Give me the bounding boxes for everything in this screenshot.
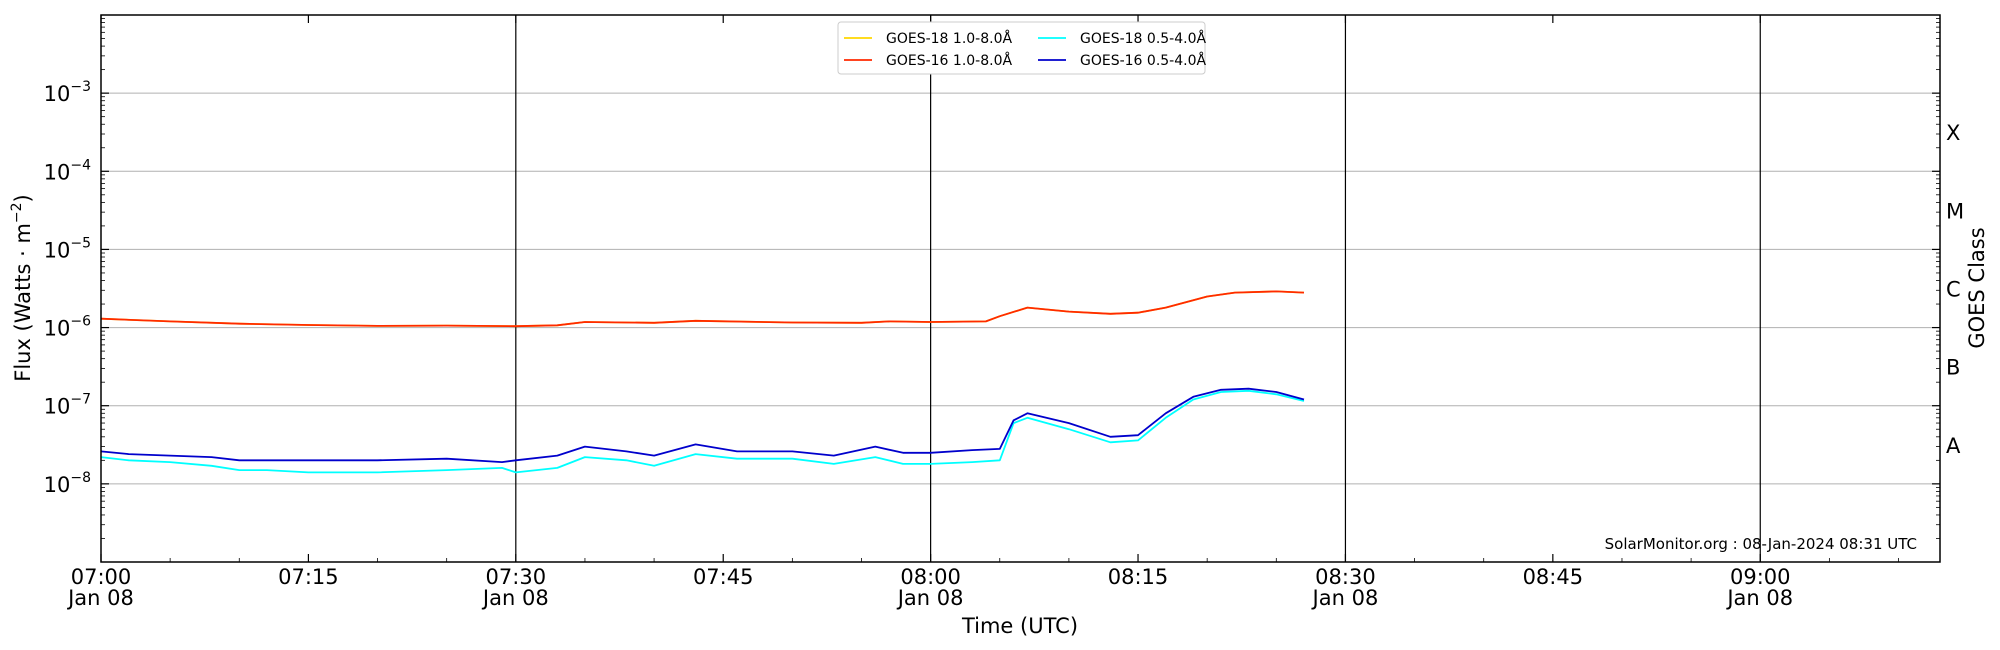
x-tick-label: 08:00 xyxy=(900,565,961,589)
goes-class-label: C xyxy=(1946,278,1961,302)
x-axis-title: Time (UTC) xyxy=(961,614,1078,638)
y-axis-title: Flux (Watts · m−2) xyxy=(9,194,35,382)
y-tick-label: 10−7 xyxy=(44,392,91,419)
plot-frame xyxy=(100,14,1941,563)
x-tick-date-label: Jan 08 xyxy=(66,586,134,610)
y-gridlines xyxy=(101,92,1940,485)
day-vertical-lines xyxy=(515,15,1761,562)
goes-class-label: X xyxy=(1946,121,1960,145)
y-axis-ticks: 10−810−710−610−510−410−3 xyxy=(44,18,1940,539)
x-tick-label: 07:00 xyxy=(71,565,132,589)
series-line-4 xyxy=(100,387,1305,464)
x-tick-label: 07:15 xyxy=(278,565,339,589)
x-tick-date-label: Jan 08 xyxy=(481,586,549,610)
goes-class-label: A xyxy=(1946,434,1961,458)
x-tick-date-label: Jan 08 xyxy=(1725,586,1793,610)
y-tick-label: 10−4 xyxy=(44,157,91,184)
series-line-3 xyxy=(100,389,1305,474)
goes-class-label: B xyxy=(1946,356,1960,380)
x-tick-label: 07:45 xyxy=(693,565,754,589)
goes-class-axis-title: GOES Class xyxy=(1965,227,1989,348)
x-tick-label: 08:15 xyxy=(1108,565,1169,589)
credit-text: SolarMonitor.org : 08-Jan-2024 08:31 UTC xyxy=(1605,535,1917,553)
goes-class-labels: A B C M X xyxy=(1946,121,1964,458)
legend-label: GOES-16 1.0-8.0Å xyxy=(886,52,1012,69)
legend-box xyxy=(837,21,1206,75)
legend-label: GOES-18 1.0-8.0Å xyxy=(886,30,1012,47)
x-tick-date-label: Jan 08 xyxy=(1311,586,1379,610)
x-tick-label: 09:00 xyxy=(1730,565,1791,589)
x-tick-label: 07:30 xyxy=(486,565,547,589)
series-line-2 xyxy=(100,290,1305,328)
x-tick-label: 08:30 xyxy=(1315,565,1376,589)
goes-class-label: M xyxy=(1946,199,1964,223)
x-tick-date-label: Jan 08 xyxy=(896,586,964,610)
legend: GOES-18 1.0-8.0Å GOES-18 0.5-4.0Å GOES-16 … xyxy=(837,21,1206,75)
legend-label: GOES-18 0.5-4.0Å xyxy=(1080,30,1206,47)
plot-series xyxy=(100,290,1305,474)
legend-label: GOES-16 0.5-4.0Å xyxy=(1080,52,1206,69)
x-tick-label: 08:45 xyxy=(1523,565,1584,589)
